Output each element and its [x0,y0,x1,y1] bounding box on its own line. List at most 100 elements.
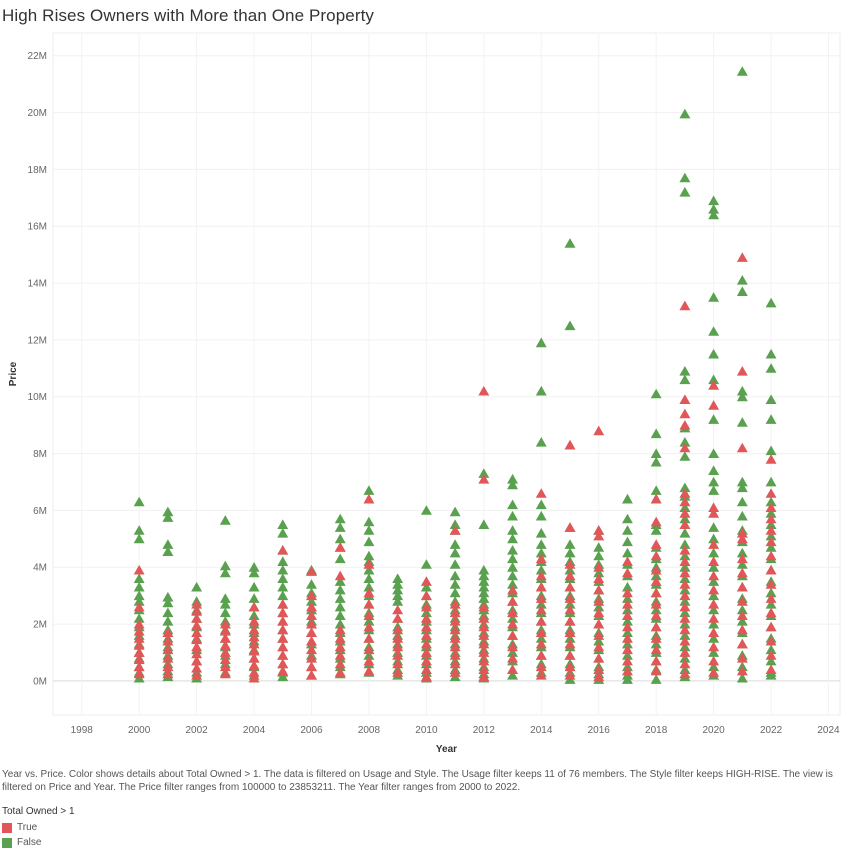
data-point-false [392,590,404,601]
data-point-true [449,650,461,660]
data-point-false [363,650,375,660]
data-point-true [507,653,518,663]
data-point-false [708,414,720,424]
data-point-true [765,525,777,535]
data-point-false [708,647,720,657]
data-point-true [535,661,547,672]
data-point-false [219,567,231,578]
data-point-false [334,601,346,612]
data-point-true [219,633,231,643]
plot-frame [52,32,841,716]
data-point-false [334,553,346,564]
data-point-false [765,644,777,655]
data-point-true [133,661,145,672]
data-point-true [564,670,576,680]
data-point-true [392,624,404,635]
data-point-false [363,581,375,592]
data-point-false [449,587,461,598]
data-point-true [478,601,490,612]
data-point-false [449,539,461,549]
data-point-true [133,626,145,636]
data-point-true [219,618,231,629]
data-point-true [765,513,777,524]
data-point-false [736,482,748,493]
data-point-false [564,633,576,643]
data-point-true [248,667,260,677]
data-point-false [507,473,518,484]
data-point-true [679,635,691,646]
data-point-false [765,476,777,487]
data-point-false [535,539,547,549]
data-point-true [248,645,260,656]
data-point-true [765,536,777,547]
y-tick-label: 20M [28,108,47,119]
data-point-true [334,658,346,669]
data-point-true [219,668,231,679]
data-point-false [535,564,547,575]
data-point-false [765,414,777,424]
data-point-true [449,616,461,626]
data-point-true [593,525,605,535]
data-point-false [420,581,432,592]
data-point-true [535,670,547,680]
data-point-false [162,512,174,522]
data-point-true [622,655,633,666]
legend-item-false[interactable]: False [2,835,75,850]
data-point-true [535,638,547,649]
data-point-true [248,624,260,635]
data-point-false [736,604,748,615]
data-point-true [277,616,289,626]
data-point-true [133,654,145,664]
data-point-true [277,607,289,618]
data-point-false [622,604,633,615]
data-point-true [679,496,691,507]
data-point-true [248,672,260,683]
x-tick-label: 2024 [817,725,840,736]
data-point-true [306,653,317,663]
data-point-true [420,664,432,674]
data-point-false [392,584,404,595]
y-tick-label: 10M [28,392,47,403]
data-point-false [765,519,777,529]
data-point-true [334,624,346,635]
data-point-true [449,599,461,609]
data-point-true [593,530,605,541]
data-point-true [133,564,145,575]
data-point-true [162,644,174,655]
data-point-true [420,601,432,612]
data-point-true [679,300,691,311]
data-point-true [306,627,317,637]
data-point-true [420,621,432,632]
data-point-true [622,556,633,566]
data-point-true [306,566,317,576]
data-point-false [765,508,777,518]
data-point-true [363,493,375,504]
data-point-true [650,550,662,561]
data-point-true [535,553,547,564]
x-tick-label: 2018 [645,725,668,736]
data-point-false [133,590,145,601]
data-point-false [133,533,145,544]
data-point-false [765,363,777,373]
data-point-false [507,479,518,490]
data-point-true [334,542,346,552]
data-point-false [679,437,691,447]
data-point-true [191,627,203,637]
data-point-true [191,613,203,623]
data-point-true [306,618,317,629]
data-point-false [449,506,461,517]
data-point-true [679,508,691,518]
data-point-false [162,607,174,618]
data-point-false [708,292,720,302]
data-point-true [248,660,260,670]
data-point-false [679,513,691,524]
data-point-false [191,581,203,592]
data-point-true [679,394,691,404]
legend-item-true[interactable]: True [2,820,75,835]
data-point-false [277,519,289,529]
data-point-true [363,587,375,598]
data-point-true [708,570,720,581]
data-point-true [420,613,432,623]
data-point-true [650,610,662,620]
